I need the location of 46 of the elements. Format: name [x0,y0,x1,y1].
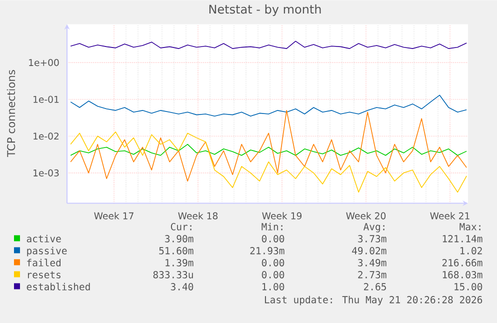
text: 15.00 [454,282,482,290]
line-series [70,131,467,192]
text: 21.93m [250,246,284,254]
line-series [70,94,467,116]
text: 0.00 [262,270,284,278]
legend-label: active [26,234,61,242]
x-tick-label: Week 19 [262,212,302,220]
text: 1.00 [262,282,284,290]
text: 0.00 [262,234,284,242]
x-tick-label: Week 18 [178,212,218,220]
chart-title: Netstat - by month [209,4,321,16]
line-series [70,40,467,49]
text: 49.02m [352,246,386,254]
text: 2.73m [358,270,386,278]
legend-label: resets [28,271,60,278]
y-tick-label: 1e-03 [34,169,59,176]
text: Last update: Thu May 21 20:26:28 2026 [264,296,482,306]
text: Cur: [170,222,192,230]
y-tick-label: 1e-02 [34,132,59,140]
text: 3.49m [358,258,386,266]
text: 121.14m [442,234,482,242]
text: 2.65 [364,282,386,290]
y-axis-title: TCP connections [6,70,16,157]
text: 1.02 [460,246,482,254]
y-tick-label: 1e+00 [29,58,59,66]
text: 216.66m [442,258,482,266]
text: Min: [262,222,282,230]
text: 833.33u [153,270,193,278]
legend-label: passive [27,246,67,256]
text: 3.73m [358,234,386,242]
text: Avg: [363,223,384,232]
line-series [70,110,467,182]
text: 0.00 [262,258,284,266]
legend-label: failed [27,258,61,266]
line-series [70,144,467,156]
x-tick-label: Week 20 [346,212,386,220]
x-tick-label: Week 17 [94,212,134,220]
text: 1.39m [166,258,194,266]
legend-label: established [26,282,90,290]
x-tick-label: Week 21 [430,212,470,220]
text: 3.90m [165,234,194,242]
text: 51.60m [159,246,194,254]
text: 168.03m [442,270,482,278]
y-tick-label: 1e-01 [34,96,59,103]
text: 3.40 [170,282,194,290]
text: Max: [460,223,480,230]
